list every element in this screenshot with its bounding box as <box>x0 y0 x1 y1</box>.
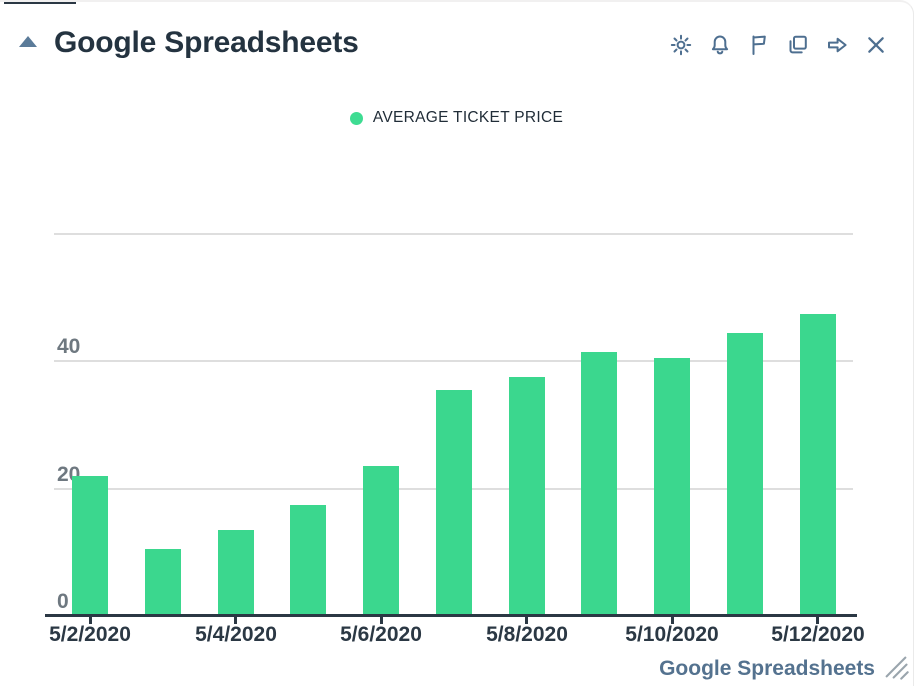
bar-5/12/2020[interactable] <box>800 314 836 616</box>
x-axis-label-5/6/2020: 5/6/2020 <box>340 623 422 646</box>
widget-title: Google Spreadsheets <box>54 26 359 59</box>
x-axis-label-5/8/2020: 5/8/2020 <box>486 623 568 646</box>
bar-5/2/2020[interactable] <box>72 476 108 616</box>
x-axis-tick-5/8/2020 <box>525 617 528 624</box>
gridline-60 <box>54 233 853 235</box>
bar-5/6/2020[interactable] <box>363 466 399 616</box>
chart-legend: AVERAGE TICKET PRICE <box>0 105 913 131</box>
duplicate-button[interactable] <box>786 33 810 57</box>
x-axis-tick-5/10/2020 <box>671 617 674 624</box>
bar-5/9/2020[interactable] <box>581 352 617 616</box>
resize-grip-icon <box>882 653 910 681</box>
notifications-button[interactable] <box>708 33 732 57</box>
bar-5/11/2020[interactable] <box>727 333 763 616</box>
resize-handle[interactable] <box>882 653 910 681</box>
triangle-up-icon <box>18 36 38 53</box>
bar-5/10/2020[interactable] <box>654 358 690 616</box>
legend-dot <box>349 111 363 125</box>
flag-icon <box>747 33 771 57</box>
x-axis-label-5/10/2020: 5/10/2020 <box>625 623 719 646</box>
close-icon <box>864 33 888 57</box>
source-link[interactable]: Google Spreadsheets <box>659 657 875 680</box>
x-axis-tick-5/2/2020 <box>89 617 92 624</box>
bar-5/5/2020[interactable] <box>290 505 326 616</box>
bar-5/4/2020[interactable] <box>218 530 254 616</box>
x-axis-tick-5/12/2020 <box>816 617 819 624</box>
widget-actions <box>669 33 888 57</box>
x-axis-label-5/12/2020: 5/12/2020 <box>771 623 865 646</box>
gridline-40 <box>54 360 853 362</box>
bar-5/8/2020[interactable] <box>509 377 545 616</box>
bar-5/3/2020[interactable] <box>145 549 181 616</box>
card-top-accent <box>4 2 76 4</box>
gear-icon <box>669 33 693 57</box>
settings-button[interactable] <box>669 33 693 57</box>
x-axis-tick-5/6/2020 <box>380 617 383 624</box>
x-axis-line <box>45 614 857 617</box>
collapse-button[interactable] <box>18 35 38 49</box>
bell-icon <box>708 33 732 57</box>
flag-button[interactable] <box>747 33 771 57</box>
copy-icon <box>786 33 810 57</box>
y-axis-label-40: 40 <box>57 335 81 358</box>
x-axis-label-5/4/2020: 5/4/2020 <box>195 623 277 646</box>
arrow-right-icon <box>825 33 849 57</box>
legend-label: AVERAGE TICKET PRICE <box>372 109 564 126</box>
x-axis-label-5/2/2020: 5/2/2020 <box>49 623 131 646</box>
y-axis-label-0: 0 <box>57 590 69 613</box>
close-button[interactable] <box>864 33 888 57</box>
move-button[interactable] <box>825 33 849 57</box>
x-axis-tick-5/4/2020 <box>234 617 237 624</box>
bar-5/7/2020[interactable] <box>436 390 472 616</box>
